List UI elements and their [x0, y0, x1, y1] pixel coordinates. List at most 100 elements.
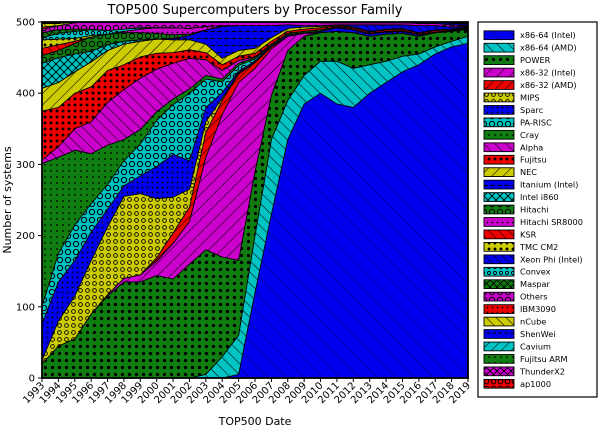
legend-item-cray: Cray: [483, 129, 539, 140]
legend-label-x86-32-amd: x86-32 (AMD): [520, 80, 577, 90]
stacked-areas: [42, 22, 468, 378]
y-tick-label-500: 500: [16, 18, 35, 29]
legend-item-maspar: Maspar: [483, 279, 551, 290]
area-others: [42, 22, 468, 34]
legend-swatch-thunderx2: [483, 366, 515, 377]
legend-item-x86-64-intel: x86-64 (Intel): [483, 30, 576, 41]
legend-swatch-nec: [483, 167, 515, 178]
legend-swatch-alpha: [483, 142, 515, 153]
legend: x86-64 (Intel) x86-64 (AMD) POWER x86-32 (I…: [477, 21, 598, 398]
legend-label-alpha: Alpha: [520, 142, 543, 152]
legend-item-ap1000: ap1000: [483, 378, 551, 389]
legend-label-others: Others: [520, 292, 548, 302]
legend-label-x86-64-intel: x86-64 (Intel): [520, 30, 576, 40]
legend-label-ap1000: ap1000: [520, 379, 551, 389]
legend-swatch-sparc: [483, 105, 515, 115]
legend-label-sparc: Sparc: [520, 105, 543, 115]
legend-label-fujitsu: Fujitsu: [520, 155, 547, 165]
legend-item-ksr: KSR: [483, 229, 537, 240]
y-tick-label-400: 400: [16, 89, 35, 100]
legend-item-x86-32-amd: x86-32 (AMD): [483, 80, 577, 90]
legend-item-xeon-phi-intel: Xeon Phi (Intel): [483, 254, 583, 265]
legend-label-convex: Convex: [520, 267, 551, 277]
legend-swatch-maspar: [483, 279, 515, 290]
legend-swatch-hitachi-sr8000: [483, 217, 515, 227]
y-tick-label-200: 200: [16, 231, 35, 242]
legend-swatch-others: [483, 291, 515, 302]
legend-swatch-hitachi: [483, 204, 515, 215]
legend-label-cray: Cray: [520, 130, 539, 140]
legend-swatch-xeon-phi-intel: [483, 254, 515, 265]
legend-label-pa-risc: PA-RISC: [520, 117, 552, 127]
legend-item-convex: Convex: [483, 266, 551, 277]
legend-label-maspar: Maspar: [520, 279, 551, 289]
legend-item-fujitsu: Fujitsu: [483, 154, 547, 165]
legend-swatch-pa-risc: [483, 117, 515, 128]
legend-swatch-ibm3090: [483, 304, 515, 314]
legend-item-others: Others: [483, 291, 548, 302]
legend-swatch-x86-64-intel: [483, 30, 515, 41]
legend-label-xeon-phi-intel: Xeon Phi (Intel): [520, 254, 583, 264]
legend-item-x86-64-amd: x86-64 (AMD): [483, 42, 577, 53]
legend-item-cavium: Cavium: [483, 341, 551, 352]
y-tick-label-300: 300: [16, 160, 35, 171]
legend-label-intel-i860: Intel i860: [520, 192, 559, 202]
legend-swatch-cray: [483, 129, 515, 140]
legend-swatch-x86-32-amd: [483, 80, 515, 90]
legend-item-sparc: Sparc: [483, 105, 543, 115]
legend-swatch-ncube: [483, 316, 515, 327]
legend-swatch-x86-32-intel: [483, 67, 515, 78]
legend-swatch-shenwei: [483, 329, 515, 339]
legend-item-hitachi: Hitachi: [483, 204, 549, 215]
legend-item-itanium-intel: Itanium (Intel): [483, 179, 578, 190]
legend-label-cavium: Cavium: [520, 341, 551, 351]
legend-item-pa-risc: PA-RISC: [483, 117, 552, 128]
legend-label-hitachi-sr8000: Hitachi SR8000: [520, 217, 583, 227]
legend-swatch-itanium-intel: [483, 179, 515, 190]
legend-label-fujitsu-arm: Fujitsu ARM: [520, 354, 568, 364]
legend-item-ibm3090: IBM3090: [483, 304, 556, 314]
legend-label-ksr: KSR: [520, 229, 537, 239]
legend-label-itanium-intel: Itanium (Intel): [520, 180, 578, 190]
y-tick-label-100: 100: [16, 302, 35, 313]
legend-item-nec: NEC: [483, 167, 537, 178]
legend-swatch-power: [483, 55, 515, 65]
legend-swatch-tmc-cm2: [483, 241, 515, 252]
chart-title: TOP500 Supercomputers by Processor Famil…: [106, 3, 402, 18]
legend-item-alpha: Alpha: [483, 142, 543, 153]
legend-swatch-fujitsu: [483, 154, 515, 165]
legend-label-power: POWER: [520, 55, 551, 65]
legend-item-fujitsu-arm: Fujitsu ARM: [483, 354, 568, 364]
legend-label-shenwei: ShenWei: [520, 329, 556, 339]
legend-label-x86-64-amd: x86-64 (AMD): [520, 43, 577, 53]
legend-swatch-ksr: [483, 229, 515, 240]
legend-swatch-intel-i860: [483, 192, 515, 202]
legend-item-thunderx2: ThunderX2: [483, 366, 565, 377]
legend-label-mips: MIPS: [520, 92, 540, 102]
legend-item-mips: MIPS: [483, 92, 540, 103]
legend-label-ibm3090: IBM3090: [520, 304, 556, 314]
x-axis-label: TOP500 Date: [218, 415, 292, 428]
legend-swatch-ap1000: [483, 378, 515, 389]
legend-swatch-x86-64-amd: [483, 42, 515, 53]
area-x86-64-intel: [42, 43, 468, 378]
legend-item-intel-i860: Intel i860: [483, 192, 559, 202]
legend-label-x86-32-intel: x86-32 (Intel): [520, 68, 576, 78]
y-tick-label-0: 0: [29, 374, 35, 385]
legend-label-hitachi: Hitachi: [520, 205, 549, 215]
legend-item-tmc-cm2: TMC CM2: [483, 241, 558, 252]
legend-item-shenwei: ShenWei: [483, 329, 556, 339]
legend-swatch-convex: [483, 266, 515, 277]
legend-label-tmc-cm2: TMC CM2: [519, 242, 558, 252]
legend-item-ncube: nCube: [483, 316, 546, 327]
legend-item-hitachi-sr8000: Hitachi SR8000: [483, 217, 583, 227]
legend-item-power: POWER: [483, 55, 551, 65]
legend-swatch-cavium: [483, 341, 515, 352]
legend-label-ncube: nCube: [520, 317, 546, 327]
legend-label-thunderx2: ThunderX2: [519, 366, 565, 376]
legend-label-nec: NEC: [520, 167, 537, 177]
y-axis-label: Number of systems: [1, 146, 14, 254]
legend-item-x86-32-intel: x86-32 (Intel): [483, 67, 576, 78]
legend-swatch-mips: [483, 92, 515, 103]
